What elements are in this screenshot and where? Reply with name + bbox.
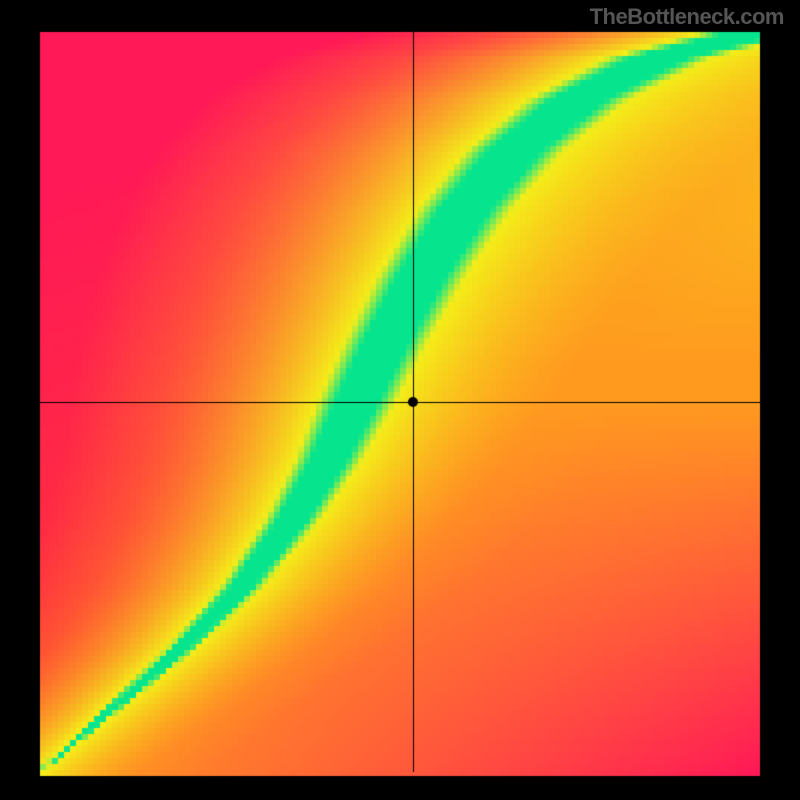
heatmap-canvas	[0, 0, 800, 800]
watermark-text: TheBottleneck.com	[590, 4, 784, 30]
chart-container: TheBottleneck.com	[0, 0, 800, 800]
